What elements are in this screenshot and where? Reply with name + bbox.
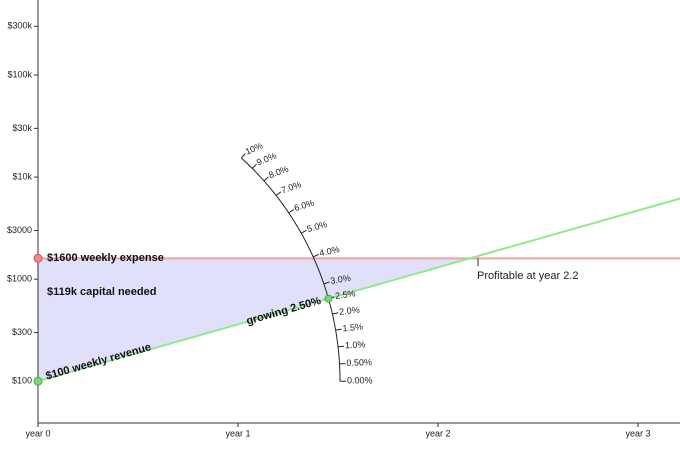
dial-tick-label: 5.0% <box>306 219 328 234</box>
x-tick-label: year 0 <box>25 428 50 438</box>
dial-tick <box>312 253 319 258</box>
dial-tick-label: 7.0% <box>280 179 303 195</box>
dial-tick <box>251 163 257 169</box>
dial-tick-label: 10% <box>244 140 265 156</box>
dial-tick-label: 3.0% <box>330 273 352 286</box>
dial-tick-label: 1.5% <box>342 322 363 334</box>
capital-label: $119k capital needed <box>47 286 156 298</box>
dial-tick <box>275 191 282 196</box>
y-tick-label: $300 <box>12 327 32 337</box>
dial-tick-label: 0.00% <box>347 376 373 386</box>
breakeven-label: Profitable at year 2.2 <box>477 270 579 282</box>
dial-tick <box>288 209 294 214</box>
y-tick-label: $3000 <box>7 225 32 235</box>
x-tick-label: year 2 <box>425 428 450 438</box>
dial-tick <box>332 312 339 315</box>
dial-tick <box>263 176 269 182</box>
y-tick-label: $100k <box>7 69 32 79</box>
y-tick-label: $10k <box>12 171 32 181</box>
x-tick-label: year 3 <box>625 428 650 438</box>
dial-tick-label: 6.0% <box>293 198 316 214</box>
dial-tick-label: 4.0% <box>318 244 340 258</box>
dial-tick <box>323 281 330 285</box>
dial-tick <box>337 345 345 348</box>
revenue-line <box>37 197 680 383</box>
capital-area <box>38 258 478 382</box>
growth-handle[interactable] <box>324 294 333 303</box>
x-tick-label: year 1 <box>225 428 250 438</box>
dial-tick-label: 0.50% <box>346 357 372 368</box>
revenue-handle[interactable] <box>33 376 43 386</box>
y-tick-label: $300k <box>7 21 32 31</box>
dial-tick <box>335 328 342 331</box>
dial-tick-label: 9.0% <box>255 150 278 167</box>
y-tick-label: $30k <box>12 123 32 133</box>
dial-arc <box>240 157 341 382</box>
y-tick-label: $100 <box>12 376 32 386</box>
dial-tick-label: 2.0% <box>339 305 361 317</box>
dial-tick-label: 2.5% <box>334 288 356 301</box>
dial-tick <box>300 229 307 234</box>
dial-tick-label: 1.0% <box>345 339 366 350</box>
dial-tick-label: 8.0% <box>267 164 290 181</box>
y-tick-label: $1000 <box>7 274 32 284</box>
expense-label: $1600 weekly expense <box>47 252 164 264</box>
expense-handle[interactable] <box>33 253 43 263</box>
dial-tick <box>240 153 246 159</box>
